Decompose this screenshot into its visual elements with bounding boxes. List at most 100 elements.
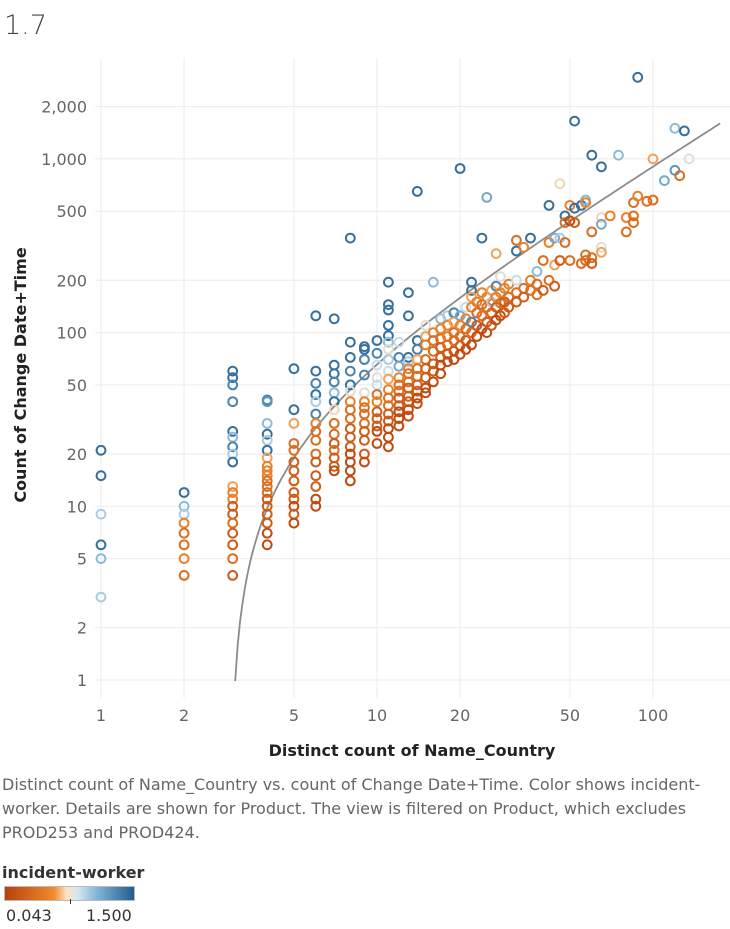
data-point[interactable]	[647, 153, 659, 165]
data-point[interactable]	[178, 570, 190, 581]
data-point[interactable]	[95, 591, 107, 603]
data-point[interactable]	[227, 527, 239, 539]
data-point[interactable]	[261, 475, 273, 487]
data-point[interactable]	[95, 539, 107, 551]
data-point[interactable]	[586, 149, 598, 161]
data-point[interactable]	[596, 241, 607, 253]
data-point[interactable]	[227, 570, 239, 581]
data-point[interactable]	[328, 428, 340, 440]
data-point[interactable]	[227, 431, 239, 443]
data-point[interactable]	[481, 192, 493, 203]
data-point[interactable]	[511, 296, 522, 308]
data-point[interactable]	[288, 404, 300, 416]
data-point[interactable]	[669, 122, 681, 134]
data-point[interactable]	[549, 280, 560, 292]
data-point[interactable]	[420, 387, 432, 399]
data-point[interactable]	[420, 320, 432, 331]
data-point[interactable]	[420, 382, 432, 394]
data-point[interactable]	[178, 527, 190, 539]
data-point[interactable]	[448, 354, 460, 365]
data-point[interactable]	[359, 402, 370, 414]
data-point[interactable]	[383, 431, 394, 443]
data-point[interactable]	[442, 356, 453, 368]
data-point[interactable]	[403, 310, 414, 322]
data-point[interactable]	[344, 423, 356, 435]
data-point[interactable]	[403, 287, 414, 299]
data-point[interactable]	[227, 493, 239, 505]
data-point[interactable]	[310, 389, 322, 400]
data-point[interactable]	[288, 475, 300, 487]
data-point[interactable]	[261, 481, 273, 492]
data-point[interactable]	[564, 255, 576, 266]
data-point[interactable]	[393, 420, 405, 432]
data-point[interactable]	[371, 396, 383, 408]
data-point[interactable]	[344, 441, 356, 453]
data-point[interactable]	[580, 255, 591, 266]
data-point[interactable]	[383, 354, 394, 365]
data-point[interactable]	[328, 313, 340, 325]
data-point[interactable]	[310, 456, 322, 468]
data-point[interactable]	[518, 241, 530, 253]
data-point[interactable]	[559, 237, 571, 248]
data-point[interactable]	[328, 387, 340, 399]
data-point[interactable]	[261, 517, 273, 529]
data-point[interactable]	[178, 517, 190, 529]
data-point[interactable]	[454, 163, 466, 174]
data-point[interactable]	[632, 190, 644, 202]
data-point[interactable]	[427, 376, 439, 388]
data-point[interactable]	[411, 392, 423, 404]
data-point[interactable]	[344, 336, 356, 348]
data-point[interactable]	[393, 372, 405, 384]
data-point[interactable]	[227, 365, 239, 377]
data-point[interactable]	[549, 232, 560, 244]
data-point[interactable]	[466, 301, 477, 313]
data-point[interactable]	[359, 387, 370, 399]
data-point[interactable]	[596, 218, 607, 230]
data-point[interactable]	[310, 500, 322, 512]
data-point[interactable]	[411, 398, 423, 410]
data-point[interactable]	[95, 470, 107, 482]
data-point[interactable]	[371, 420, 383, 432]
data-point[interactable]	[328, 418, 340, 429]
data-point[interactable]	[674, 170, 686, 182]
data-point[interactable]	[261, 470, 273, 482]
data-point[interactable]	[178, 553, 190, 564]
data-point[interactable]	[95, 444, 107, 456]
data-point[interactable]	[466, 316, 477, 328]
data-point[interactable]	[427, 335, 439, 346]
data-point[interactable]	[403, 410, 414, 422]
data-point[interactable]	[411, 186, 423, 197]
data-point[interactable]	[359, 369, 370, 381]
data-point[interactable]	[383, 392, 394, 404]
data-point[interactable]	[371, 413, 383, 425]
data-point[interactable]	[328, 444, 340, 456]
data-point[interactable]	[95, 508, 107, 520]
data-point[interactable]	[476, 232, 488, 244]
data-point[interactable]	[531, 266, 543, 277]
data-point[interactable]	[371, 438, 383, 449]
data-point[interactable]	[620, 226, 632, 238]
data-point[interactable]	[328, 460, 340, 472]
data-point[interactable]	[403, 404, 414, 416]
data-point[interactable]	[466, 285, 477, 296]
data-point[interactable]	[393, 336, 405, 348]
data-point[interactable]	[328, 465, 340, 477]
data-point[interactable]	[261, 428, 273, 440]
data-point[interactable]	[393, 406, 405, 418]
data-point[interactable]	[383, 304, 394, 316]
data-point[interactable]	[411, 344, 423, 355]
data-point[interactable]	[310, 408, 322, 420]
data-point[interactable]	[344, 475, 356, 487]
data-point[interactable]	[359, 344, 370, 355]
data-point[interactable]	[227, 396, 239, 408]
data-point[interactable]	[288, 444, 300, 456]
data-point[interactable]	[537, 285, 549, 296]
data-point[interactable]	[261, 396, 273, 408]
data-point[interactable]	[328, 359, 340, 371]
data-point[interactable]	[383, 276, 394, 288]
data-point[interactable]	[371, 335, 383, 346]
data-point[interactable]	[371, 426, 383, 437]
data-point[interactable]	[261, 465, 273, 477]
data-point[interactable]	[288, 517, 300, 529]
data-point[interactable]	[679, 125, 690, 137]
